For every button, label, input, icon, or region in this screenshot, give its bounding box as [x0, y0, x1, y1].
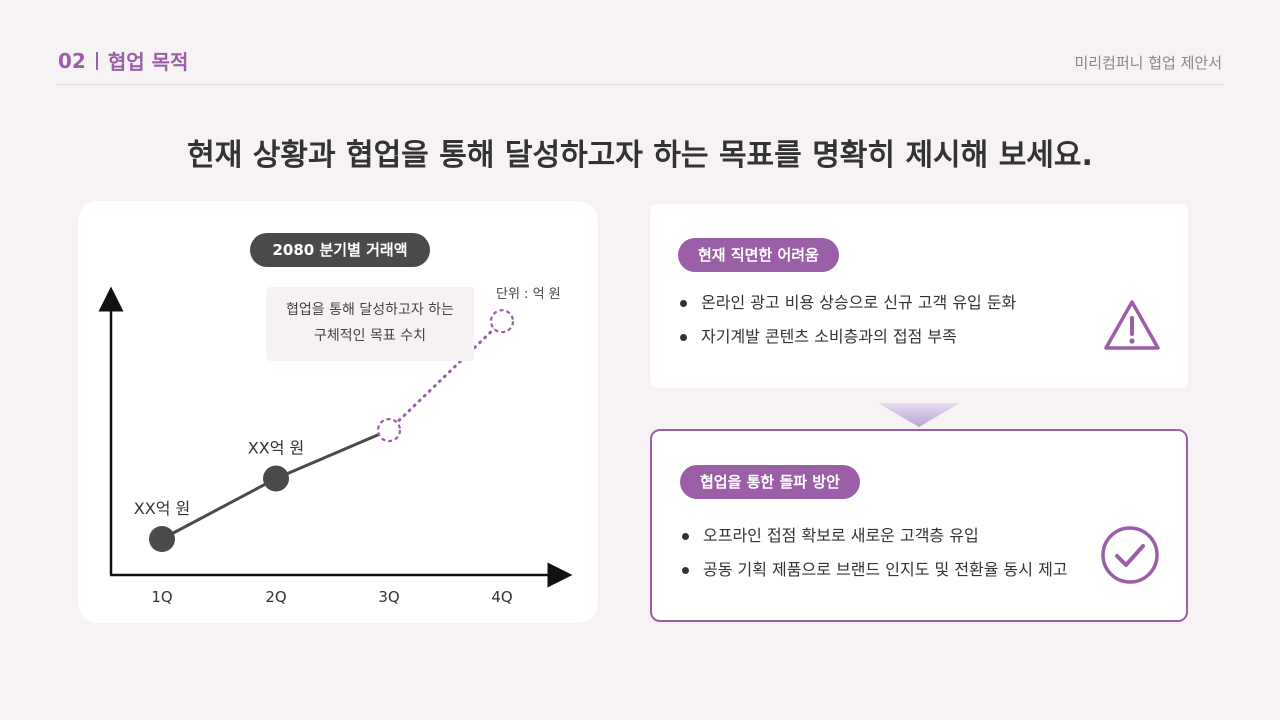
series-segment	[160, 477, 278, 541]
warning-icon	[1102, 296, 1162, 356]
section-title: 협업 목적	[107, 50, 189, 74]
solution-list: 오프라인 접점 확보로 새로운 고객층 유입 공동 기획 제품으로 브랜드 인지…	[682, 523, 1068, 591]
x-tick-label: 1Q	[151, 588, 172, 606]
header-divider	[95, 51, 98, 70]
target-note: 협업을 통해 달성하고자 하는 구체적인 목표 수치	[266, 287, 474, 361]
chart-card: XX억 원 XX억 원 1Q 2Q 3Q 4Q 2080 분기별 거래액 단위 : 억 원…	[78, 201, 598, 623]
list-item: 공동 기획 제품으로 브랜드 인지도 및 전환율 동시 제고	[682, 557, 1068, 591]
x-tick-label: 4Q	[491, 588, 512, 606]
line-chart: XX억 원 XX억 원 1Q 2Q 3Q 4Q	[98, 286, 573, 606]
unit-label: 단위 : 억 원	[496, 287, 561, 302]
x-tick-label: 2Q	[265, 588, 286, 606]
bullet-dot	[680, 300, 687, 307]
series-segment	[387, 319, 504, 432]
check-circle-icon	[1100, 525, 1160, 585]
list-item: 오프라인 접점 확보로 새로운 고객층 유입	[682, 523, 1068, 557]
page-headline: 현재 상황과 협업을 통해 달성하고자 하는 목표를 명확히 제시해 보세요.	[187, 138, 1093, 173]
solution-bullet-1: 오프라인 접점 확보로 새로운 고객층 유입	[703, 526, 979, 545]
solution-card: 협업을 통한 돌파 방안 오프라인 접점 확보로 새로운 고객층 유입 공동 기…	[650, 429, 1188, 622]
data-label: XX억 원	[134, 499, 190, 518]
bullet-dot	[682, 533, 689, 540]
data-label: XX억 원	[248, 439, 304, 458]
series-segment	[274, 428, 391, 480]
list-item: 자기계발 콘텐츠 소비층과의 접점 부족	[680, 324, 1016, 358]
document-title: 미리컴퍼니 협업 제안서	[1074, 54, 1222, 72]
section-header: 02 협업 목적	[58, 46, 188, 75]
down-arrow-icon	[878, 403, 960, 427]
bullet-dot	[682, 567, 689, 574]
problem-card: 현재 직면한 어려움 온라인 광고 비용 상승으로 신규 고객 유입 둔화 자기…	[650, 204, 1188, 388]
target-point	[489, 309, 515, 334]
solution-bullet-2: 공동 기획 제품으로 브랜드 인지도 및 전환율 동시 제고	[703, 560, 1068, 579]
list-item: 온라인 광고 비용 상승으로 신규 고객 유입 둔화	[680, 290, 1016, 324]
target-note-line-2: 구체적인 목표 수치	[314, 328, 426, 344]
bullet-dot	[680, 334, 687, 341]
x-tick-label: 3Q	[378, 588, 399, 606]
problem-bullet-2: 자기계발 콘텐츠 소비층과의 접점 부족	[701, 327, 957, 346]
target-note-line-1: 협업을 통해 달성하고자 하는	[286, 302, 454, 318]
problem-label: 현재 직면한 어려움	[678, 238, 839, 272]
solution-label: 협업을 통한 돌파 방안	[680, 465, 860, 499]
data-point	[263, 465, 289, 492]
header-rule	[56, 84, 1224, 85]
target-point	[376, 418, 402, 443]
problem-list: 온라인 광고 비용 상승으로 신규 고객 유입 둔화 자기계발 콘텐츠 소비층과…	[680, 290, 1016, 358]
data-point	[149, 526, 175, 552]
problem-bullet-1: 온라인 광고 비용 상승으로 신규 고객 유입 둔화	[701, 293, 1017, 312]
section-number: 02	[58, 48, 86, 73]
chart-title: 2080 분기별 거래액	[250, 233, 430, 267]
